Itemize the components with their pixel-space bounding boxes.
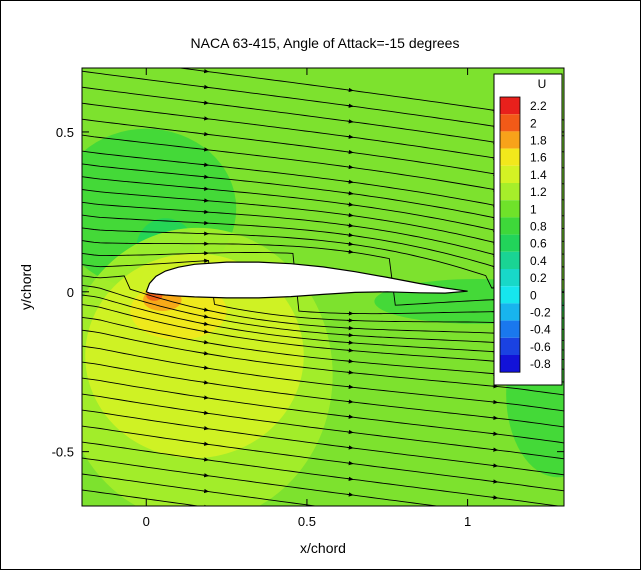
legend-swatch (500, 303, 520, 320)
legend-swatch (500, 183, 520, 200)
legend-label: 0.8 (530, 220, 547, 234)
legend-label: 1.8 (530, 134, 547, 148)
legend-swatch (500, 131, 520, 148)
legend-label: 0.4 (530, 254, 547, 268)
legend-label: -0.6 (530, 340, 551, 354)
legend-swatch (500, 235, 520, 252)
x-tick-label: 0 (143, 514, 150, 529)
legend-label: 2 (530, 116, 537, 130)
streamline-arrow (492, 513, 498, 514)
legend-swatch (500, 286, 520, 303)
legend-swatch (500, 269, 520, 286)
y-tick-label: 0 (67, 285, 74, 300)
streamline-arrow (347, 510, 353, 511)
legend-swatch (500, 200, 520, 217)
x-axis-label: x/chord (300, 540, 346, 556)
legend-label: -0.8 (530, 357, 551, 371)
streamline-arrow (347, 361, 353, 362)
legend-label: 1.2 (530, 185, 547, 199)
y-axis-label: y/chord (18, 264, 34, 310)
y-tick-label: -0.5 (52, 445, 74, 460)
streamline-arrow (492, 529, 498, 530)
legend-swatch (500, 338, 520, 355)
legend-label: 1 (530, 202, 537, 216)
legend-swatch (500, 114, 520, 131)
legend-label: 2.2 (530, 99, 547, 113)
legend-label: 0.2 (530, 271, 547, 285)
legend-swatch (500, 166, 520, 183)
legend-swatch (500, 149, 520, 166)
legend-swatch (500, 252, 520, 269)
streamline-arrow (203, 200, 209, 201)
legend-swatch (500, 355, 520, 372)
legend-swatch (500, 321, 520, 338)
y-tick-label: 0.5 (56, 125, 74, 140)
legend-label: 1.6 (530, 151, 547, 165)
streamline-arrow (492, 386, 498, 387)
legend-label: -0.2 (530, 306, 551, 320)
streamline-arrow (347, 342, 353, 343)
x-tick-label: 1 (464, 514, 471, 529)
legend-swatch (500, 217, 520, 234)
streamline-arrow (347, 350, 353, 351)
legend-swatch (500, 97, 520, 114)
legend-label: 0.6 (530, 237, 547, 251)
streamline-arrow (347, 526, 353, 527)
streamline-arrow (347, 372, 353, 373)
color-legend: U 2.2 2 1.8 1.6 1.4 1.2 1 0.8 0.6 0.4 0.2 0 -0.2 -0.4 -… (494, 74, 562, 385)
streamline-arrow (492, 418, 498, 419)
streamline-arrow (203, 212, 209, 213)
streamline-arrow (203, 507, 209, 508)
x-tick-label: 0.5 (298, 514, 316, 529)
legend-label: -0.4 (530, 323, 551, 337)
streamline-arrow (203, 189, 209, 190)
chart-title: NACA 63-415, Angle of Attack=-15 degrees (191, 35, 460, 51)
legend-label: 1.4 (530, 168, 547, 182)
legend-title: U (538, 77, 547, 91)
legend-label: 0 (530, 288, 537, 302)
streamline-arrow (492, 545, 498, 546)
